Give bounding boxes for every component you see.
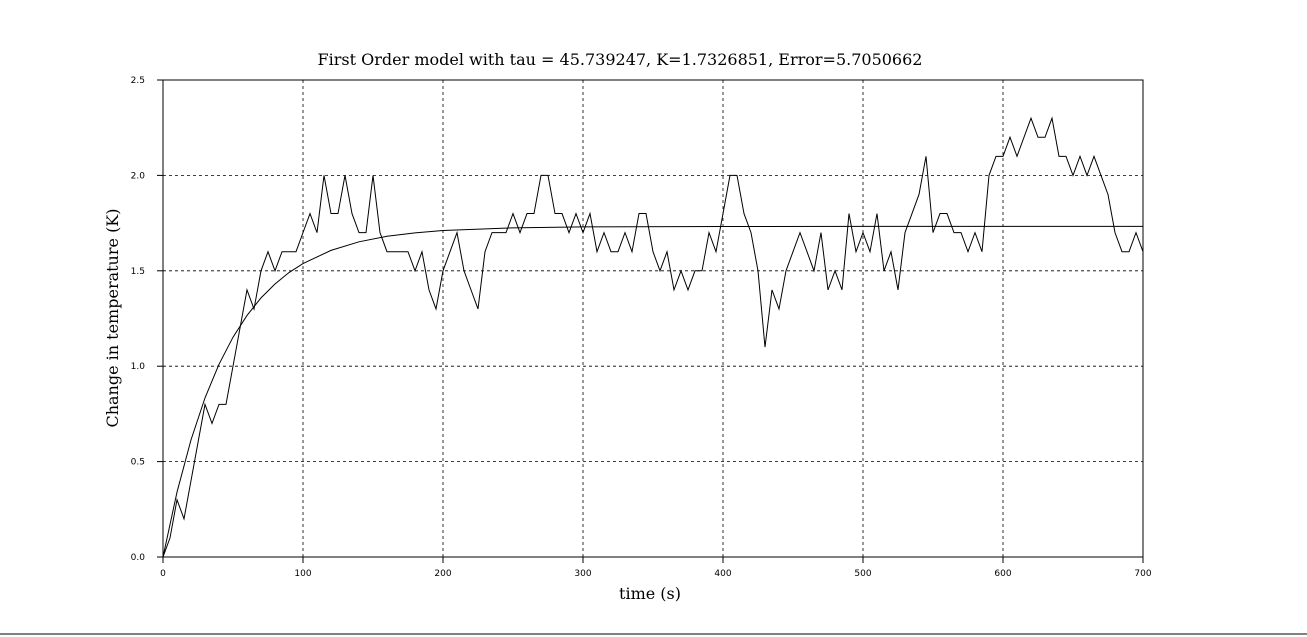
y-axis-label: Change in temperature (K)	[103, 208, 122, 427]
y-tick-label: 0.5	[131, 458, 145, 468]
plot-frame	[162, 79, 1144, 558]
y-tick-label: 2.0	[131, 171, 146, 181]
data-line	[162, 225, 1143, 558]
y-tick-label: 1.0	[131, 362, 146, 372]
x-tick-label: 100	[294, 569, 311, 579]
x-tick-label: 700	[1134, 569, 1151, 579]
y-tick-label: 1.5	[131, 267, 145, 277]
chart-title: First Order model with tau = 45.739247, …	[318, 50, 923, 69]
y-tick-label: 2.5	[131, 76, 145, 86]
y-tick-label: 0.0	[131, 553, 146, 563]
x-tick-label: 300	[574, 569, 591, 579]
x-tick-label: 400	[714, 569, 731, 579]
x-tick-label: 600	[994, 569, 1011, 579]
x-tick-label: 500	[854, 569, 871, 579]
x-tick-label: 200	[434, 569, 451, 579]
data-line	[162, 116, 1144, 558]
x-axis-label: time (s)	[619, 584, 681, 603]
x-tick-label: 0	[160, 569, 166, 579]
